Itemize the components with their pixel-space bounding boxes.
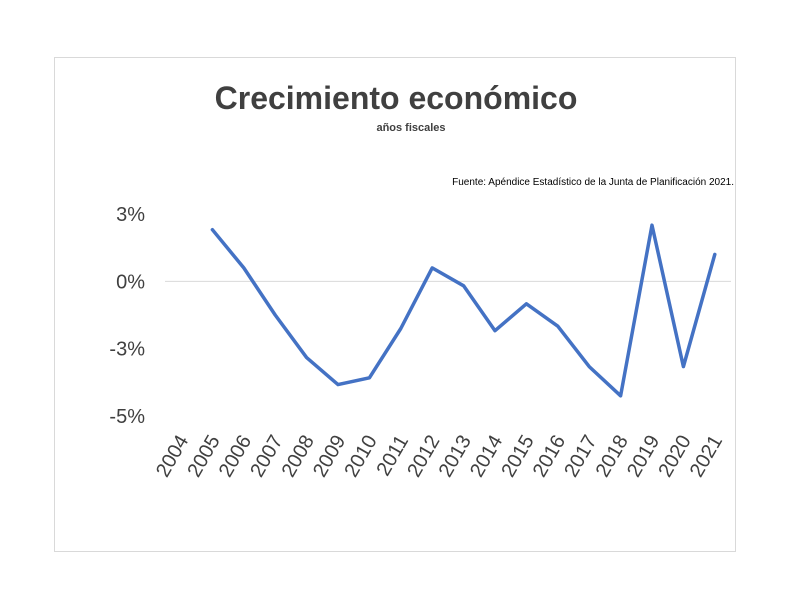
x-tick-label: 2006 <box>215 432 256 482</box>
x-tick-label: 2007 <box>246 432 287 482</box>
x-tick-label: 2013 <box>435 431 476 481</box>
source-note: Fuente: Apéndice Estadístico de la Junta… <box>452 177 734 188</box>
x-tick-label: 2019 <box>623 432 664 482</box>
chart-subtitle: años fiscales <box>376 122 446 134</box>
y-tick-label: -3% <box>109 339 145 361</box>
y-tick-label: 3% <box>116 204 145 226</box>
x-tick-label: 2017 <box>560 432 601 482</box>
x-tick-label: 2005 <box>183 432 224 482</box>
x-tick-label: 2008 <box>278 432 319 482</box>
x-tick-label: 2014 <box>466 432 507 482</box>
x-tick-label: 2020 <box>654 432 695 482</box>
x-tick-label: 2012 <box>403 432 444 482</box>
y-tick-label: 0% <box>116 271 145 293</box>
x-tick-label: 2010 <box>340 432 381 482</box>
x-tick-label: 2015 <box>497 432 538 482</box>
chart-title: Crecimiento económico <box>214 80 578 116</box>
x-tick-label: 2016 <box>529 432 570 482</box>
x-tick-label: 2018 <box>592 432 633 482</box>
x-tick-label: 2009 <box>309 432 350 482</box>
x-tick-label: 2004 <box>152 432 193 482</box>
x-tick-label: 2021 <box>686 432 727 482</box>
series-line <box>210 223 717 398</box>
y-tick-label: -5% <box>109 406 145 428</box>
chart-area <box>54 57 736 552</box>
